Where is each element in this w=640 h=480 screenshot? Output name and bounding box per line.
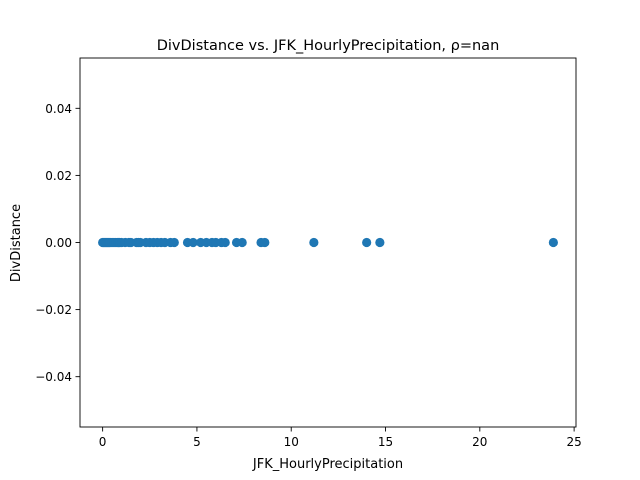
- y-tick-label: −0.02: [35, 303, 72, 317]
- data-point: [375, 237, 385, 248]
- points-layer: [98, 237, 558, 248]
- data-point: [237, 237, 247, 248]
- data-point: [309, 237, 319, 248]
- x-axis-ticks: 0 5 10 15 20 25: [99, 427, 582, 449]
- y-tick-label: 0.02: [45, 169, 72, 183]
- y-tick-label: −0.04: [35, 370, 72, 384]
- y-axis-ticks: −0.04 −0.02 0.00 0.02 0.04: [35, 102, 80, 384]
- x-tick-label: 25: [566, 435, 581, 449]
- data-point: [188, 237, 198, 248]
- x-tick-label: 5: [193, 435, 201, 449]
- x-tick-label: 15: [378, 435, 393, 449]
- x-tick-label: 0: [99, 435, 107, 449]
- plot-area-frame: [79, 57, 577, 428]
- x-axis-label: JFK_HourlyPrecipitation: [252, 457, 403, 472]
- x-tick-label: 10: [284, 435, 299, 449]
- data-point: [169, 237, 179, 248]
- data-point: [260, 237, 270, 248]
- y-tick-label: 0.00: [45, 236, 72, 250]
- data-point: [362, 237, 372, 248]
- y-axis-label: DivDistance: [9, 204, 24, 282]
- chart-title: DivDistance vs. JFK_HourlyPrecipitation,…: [157, 38, 500, 54]
- data-point: [548, 237, 558, 248]
- data-point: [220, 237, 230, 248]
- x-tick-label: 20: [472, 435, 487, 449]
- y-tick-label: 0.04: [45, 102, 72, 116]
